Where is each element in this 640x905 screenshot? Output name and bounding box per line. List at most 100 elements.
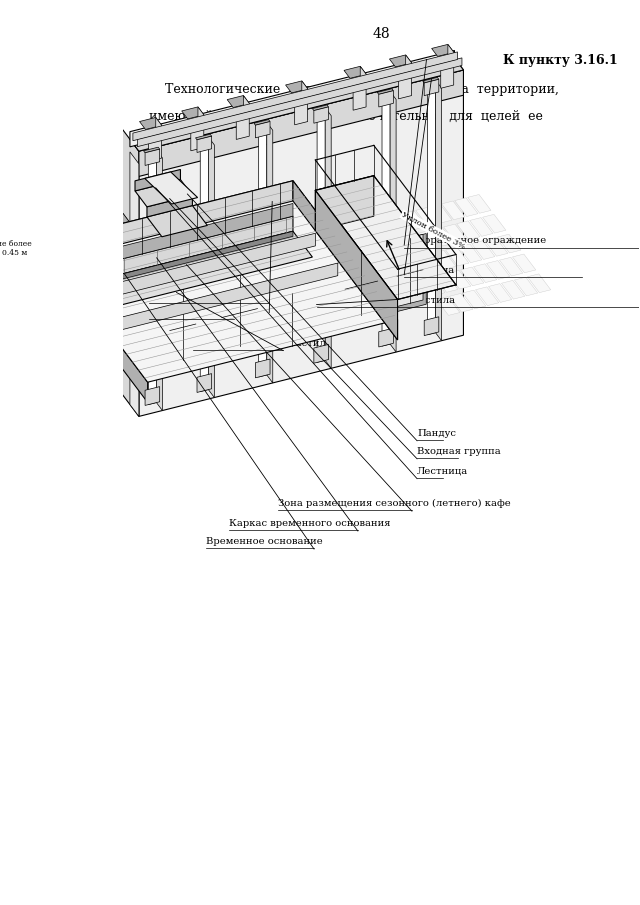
- Polygon shape: [140, 118, 162, 129]
- Text: Уклон более 3%: Уклон более 3%: [400, 210, 467, 251]
- Polygon shape: [255, 359, 270, 377]
- Polygon shape: [377, 217, 400, 236]
- Polygon shape: [274, 245, 309, 350]
- Polygon shape: [43, 204, 293, 279]
- Polygon shape: [43, 232, 293, 299]
- Polygon shape: [436, 81, 442, 340]
- Polygon shape: [243, 96, 250, 114]
- Text: Технологический настил: Технологический настил: [193, 338, 326, 348]
- Polygon shape: [65, 233, 316, 309]
- Polygon shape: [139, 82, 463, 416]
- Polygon shape: [43, 243, 148, 403]
- Polygon shape: [259, 122, 267, 377]
- Polygon shape: [0, 221, 27, 241]
- Polygon shape: [195, 134, 212, 139]
- Polygon shape: [13, 241, 42, 261]
- Polygon shape: [145, 172, 198, 204]
- Polygon shape: [345, 246, 378, 319]
- Polygon shape: [416, 207, 439, 226]
- Text: Зона размещения сезонного (летнего) кафе: Зона размещения сезонного (летнего) кафе: [278, 500, 511, 509]
- Polygon shape: [43, 181, 397, 382]
- Polygon shape: [390, 91, 396, 352]
- Text: выравнивания.: выравнивания.: [149, 137, 249, 149]
- Polygon shape: [422, 277, 445, 296]
- Polygon shape: [463, 291, 486, 309]
- Polygon shape: [170, 286, 196, 364]
- Polygon shape: [139, 70, 463, 176]
- Polygon shape: [476, 287, 499, 306]
- Polygon shape: [317, 108, 325, 362]
- Polygon shape: [236, 106, 249, 139]
- Polygon shape: [474, 263, 497, 282]
- Polygon shape: [484, 237, 508, 256]
- Polygon shape: [390, 214, 413, 233]
- Text: Каркас временного основания: Каркас временного основания: [229, 519, 390, 529]
- Polygon shape: [325, 108, 331, 368]
- Polygon shape: [454, 198, 478, 216]
- Polygon shape: [197, 374, 212, 393]
- Polygon shape: [8, 172, 36, 192]
- Polygon shape: [420, 253, 443, 272]
- Polygon shape: [277, 289, 306, 347]
- Polygon shape: [433, 251, 456, 269]
- Polygon shape: [527, 274, 551, 292]
- Polygon shape: [316, 176, 456, 300]
- Polygon shape: [18, 216, 46, 236]
- Polygon shape: [394, 233, 426, 312]
- Polygon shape: [182, 107, 204, 119]
- Polygon shape: [267, 122, 273, 383]
- Polygon shape: [457, 221, 480, 240]
- Polygon shape: [12, 147, 40, 167]
- Polygon shape: [130, 58, 463, 151]
- Polygon shape: [316, 176, 374, 231]
- Polygon shape: [515, 277, 538, 296]
- Polygon shape: [429, 205, 452, 223]
- Polygon shape: [406, 257, 430, 276]
- Polygon shape: [406, 55, 412, 73]
- Polygon shape: [342, 245, 381, 326]
- Text: К пункту 3.16.1: К пункту 3.16.1: [503, 53, 618, 67]
- Polygon shape: [0, 176, 17, 196]
- Polygon shape: [166, 285, 199, 369]
- Polygon shape: [449, 293, 473, 312]
- Polygon shape: [360, 66, 366, 84]
- Text: 48: 48: [372, 26, 390, 41]
- Polygon shape: [52, 231, 81, 251]
- Polygon shape: [43, 232, 312, 319]
- Polygon shape: [459, 244, 482, 262]
- Polygon shape: [57, 206, 85, 226]
- Polygon shape: [43, 216, 293, 294]
- Polygon shape: [441, 54, 454, 89]
- Text: Входная группа: Входная группа: [417, 447, 501, 456]
- Polygon shape: [133, 52, 458, 140]
- Polygon shape: [130, 58, 463, 151]
- Polygon shape: [422, 77, 439, 83]
- Polygon shape: [293, 181, 397, 340]
- Polygon shape: [143, 148, 159, 153]
- Polygon shape: [94, 91, 139, 416]
- Polygon shape: [0, 226, 8, 246]
- Polygon shape: [227, 96, 250, 108]
- Polygon shape: [130, 152, 139, 416]
- Polygon shape: [156, 118, 162, 136]
- Text: Декоративное ограждение: Декоративное ограждение: [404, 236, 547, 245]
- Text: не более
0.45 м: не более 0.45 м: [0, 240, 32, 257]
- Polygon shape: [145, 386, 159, 405]
- Polygon shape: [447, 271, 471, 289]
- Polygon shape: [314, 345, 328, 363]
- Polygon shape: [197, 136, 212, 152]
- Polygon shape: [302, 81, 308, 99]
- Polygon shape: [382, 91, 390, 346]
- Polygon shape: [0, 246, 22, 266]
- Polygon shape: [431, 44, 454, 56]
- Polygon shape: [344, 66, 366, 79]
- Polygon shape: [448, 44, 454, 62]
- Polygon shape: [513, 254, 536, 272]
- Polygon shape: [218, 270, 260, 357]
- Polygon shape: [377, 89, 394, 94]
- Polygon shape: [353, 77, 366, 110]
- Polygon shape: [28, 167, 56, 186]
- Text: Вход в стационарное предприятие: Вход в стационарное предприятие: [149, 292, 332, 301]
- Polygon shape: [404, 233, 428, 252]
- Polygon shape: [209, 137, 214, 397]
